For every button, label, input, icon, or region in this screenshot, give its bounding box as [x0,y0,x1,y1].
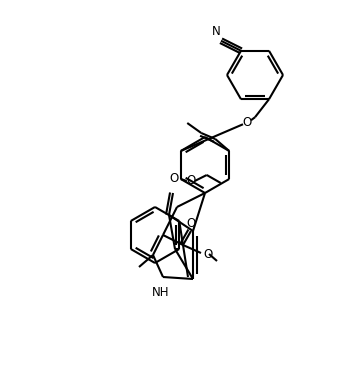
Text: O: O [203,247,212,261]
Text: O: O [187,217,196,230]
Text: O: O [242,116,252,129]
Text: O: O [186,174,195,187]
Text: O: O [169,172,179,185]
Text: N: N [212,25,220,38]
Text: NH: NH [152,286,170,299]
